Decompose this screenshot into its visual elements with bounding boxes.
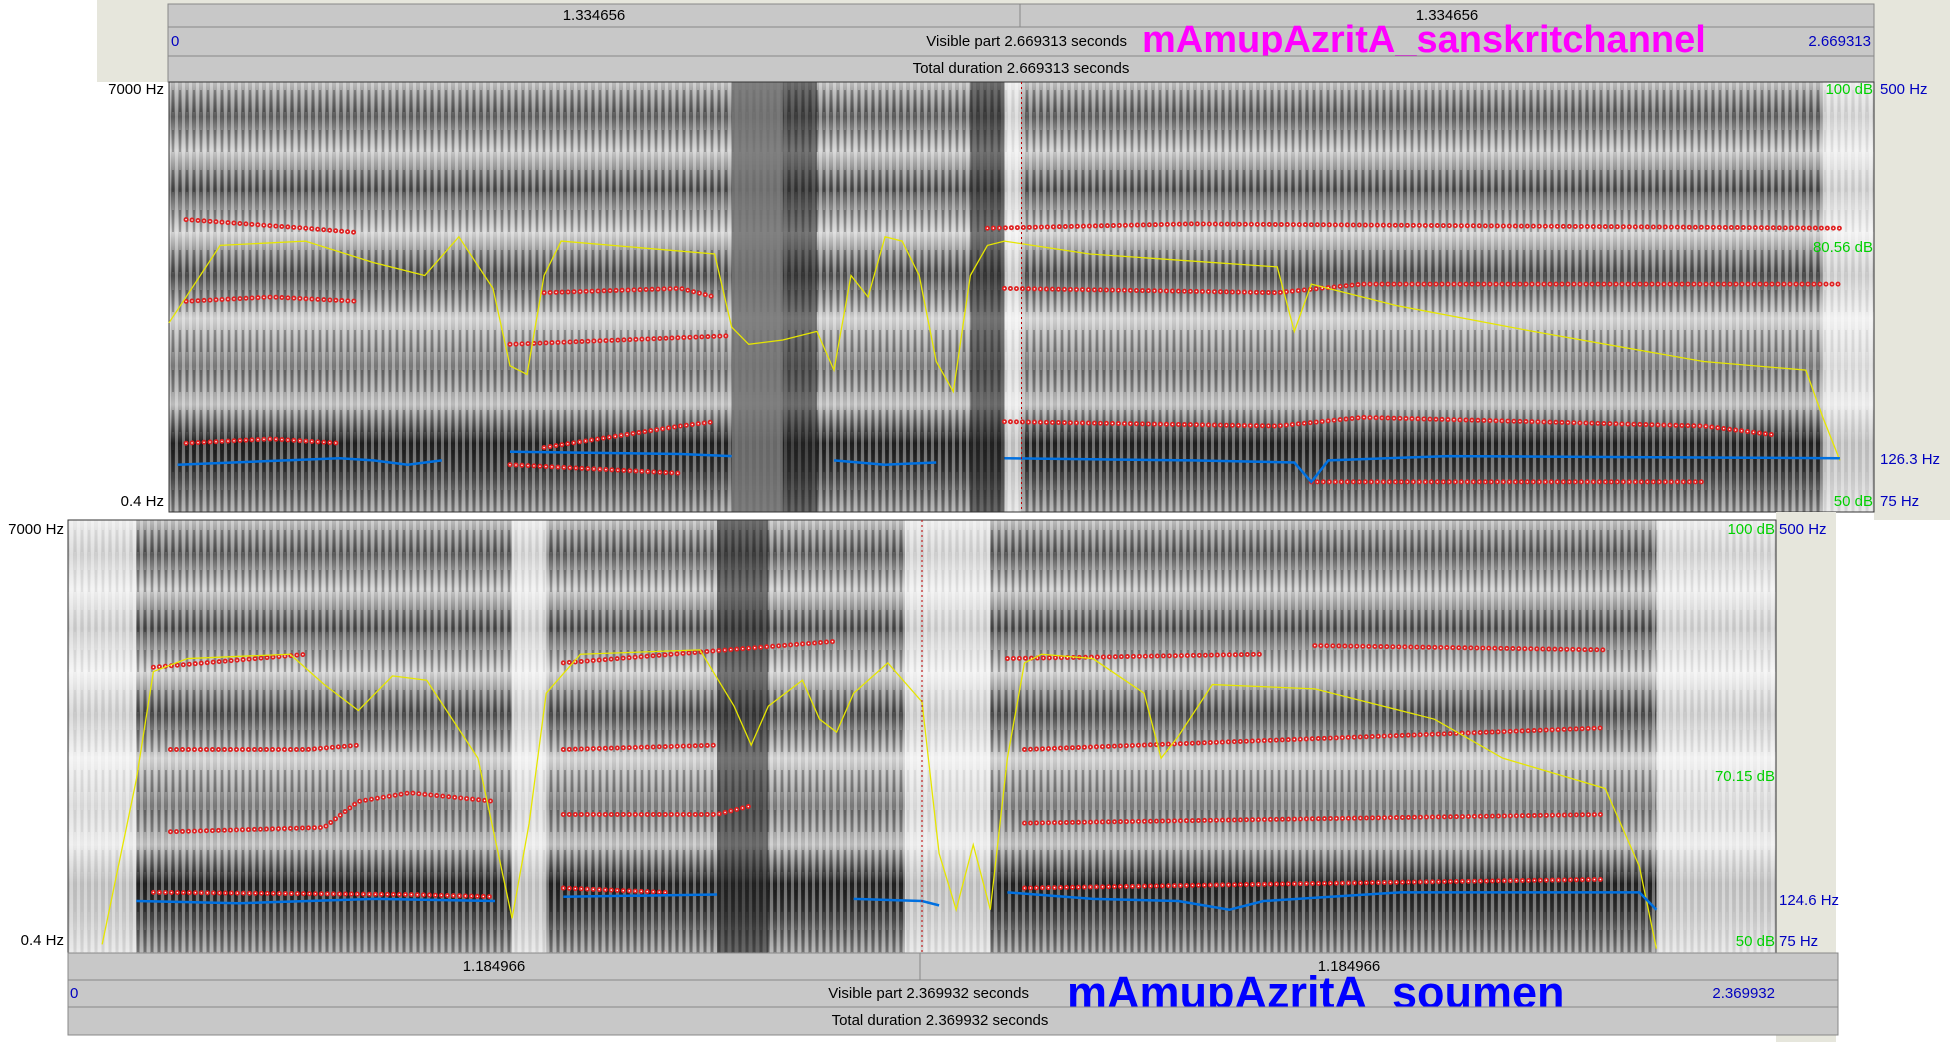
formant-dots bbox=[986, 223, 1841, 229]
end-time: 2.669313 bbox=[1808, 33, 1871, 50]
panel-bg bbox=[1874, 0, 1950, 520]
db-max: 100 dB bbox=[1727, 521, 1775, 538]
pitch-value: 126.3 Hz bbox=[1880, 451, 1940, 468]
formant-track bbox=[150, 889, 498, 900]
bottom-panel: 7000 Hz 0.4 Hz 100 dB 70.15 dB 50 dB 500… bbox=[8, 512, 1839, 1042]
shade bbox=[904, 520, 991, 953]
pitch-curve bbox=[177, 456, 442, 466]
pitch-curve bbox=[136, 897, 496, 905]
formant-track bbox=[1001, 281, 1843, 296]
visible-bar[interactable] bbox=[67, 979, 1839, 1008]
formant-dots bbox=[1006, 653, 1265, 660]
db-value: 70.15 dB bbox=[1715, 768, 1775, 785]
shade bbox=[68, 520, 137, 953]
shade bbox=[1822, 82, 1874, 512]
formant-track bbox=[507, 462, 683, 476]
cursor-time: 1.184966 bbox=[1318, 958, 1381, 975]
pitch-min: 75 Hz bbox=[1779, 933, 1818, 950]
freq-min: 0.4 Hz bbox=[21, 932, 64, 949]
total-bar[interactable] bbox=[167, 55, 1875, 83]
formant-track bbox=[541, 285, 718, 300]
formant-track bbox=[183, 436, 342, 446]
pitch-curve bbox=[1007, 891, 1658, 911]
pitch-min: 75 Hz bbox=[1880, 493, 1919, 510]
intensity-curve bbox=[168, 235, 1841, 461]
formant-track bbox=[1021, 876, 1608, 891]
cursor-time: 1.184966 bbox=[463, 958, 526, 975]
shade bbox=[1656, 520, 1776, 953]
pitch-max: 500 Hz bbox=[1880, 81, 1928, 98]
db-min: 50 dB bbox=[1834, 493, 1873, 510]
formant-track bbox=[1001, 414, 1775, 438]
formant-track bbox=[507, 333, 735, 347]
shade bbox=[1004, 82, 1022, 512]
db-value: 80.56 dB bbox=[1813, 239, 1873, 256]
pitch-curve bbox=[1004, 454, 1840, 484]
freq-max: 7000 Hz bbox=[108, 81, 164, 98]
formant-track bbox=[560, 885, 669, 895]
formant-dots bbox=[543, 420, 716, 449]
formant-track bbox=[183, 294, 360, 304]
cursor-time: 1.334656 bbox=[563, 7, 626, 24]
top-panel: 1.334656 1.334656 0 Visible part 2.66931… bbox=[97, 0, 1950, 520]
formant-track bbox=[560, 803, 754, 817]
visible-duration: Visible part 2.369932 seconds bbox=[828, 985, 1029, 1002]
visible-duration: Visible part 2.669313 seconds bbox=[926, 33, 1127, 50]
shade bbox=[731, 82, 817, 512]
shade bbox=[970, 82, 1005, 512]
shade bbox=[717, 520, 769, 953]
pitch-curve bbox=[563, 893, 718, 898]
pitch-curve bbox=[509, 450, 732, 458]
freq-min: 0.4 Hz bbox=[121, 493, 164, 510]
db-max: 100 dB bbox=[1825, 81, 1873, 98]
time-segment[interactable] bbox=[919, 952, 1839, 981]
total-bar[interactable] bbox=[67, 1006, 1839, 1036]
spectrogram bbox=[168, 81, 1875, 513]
formant-dots bbox=[185, 218, 358, 234]
freq-max: 7000 Hz bbox=[8, 521, 64, 538]
pitch-curve bbox=[833, 459, 937, 466]
pitch-value: 124.6 Hz bbox=[1779, 892, 1839, 909]
intensity-curve bbox=[101, 649, 1658, 949]
formant-track bbox=[1021, 725, 1608, 752]
formant-dots bbox=[1023, 813, 1606, 824]
spectrogram bbox=[67, 519, 1777, 954]
total-duration: Total duration 2.369932 seconds bbox=[832, 1012, 1049, 1029]
start-time: 0 bbox=[70, 985, 78, 1002]
visible-bar[interactable] bbox=[167, 26, 1875, 57]
pitch-max: 500 Hz bbox=[1779, 521, 1827, 538]
formant-dots bbox=[169, 791, 496, 833]
total-duration: Total duration 2.669313 seconds bbox=[913, 60, 1130, 77]
formant-track bbox=[150, 651, 310, 670]
formant-dots bbox=[1314, 644, 1606, 651]
formant-dots bbox=[562, 640, 838, 664]
formant-track bbox=[560, 742, 720, 752]
formant-track bbox=[167, 742, 361, 752]
start-time: 0 bbox=[171, 33, 179, 50]
db-min: 50 dB bbox=[1736, 933, 1775, 950]
file-title: mAmupAzritA_sanskritchannel bbox=[1142, 19, 1706, 61]
time-segment[interactable] bbox=[67, 952, 921, 981]
end-time: 2.369932 bbox=[1712, 985, 1775, 1002]
cursor-time: 1.334656 bbox=[1416, 7, 1479, 24]
